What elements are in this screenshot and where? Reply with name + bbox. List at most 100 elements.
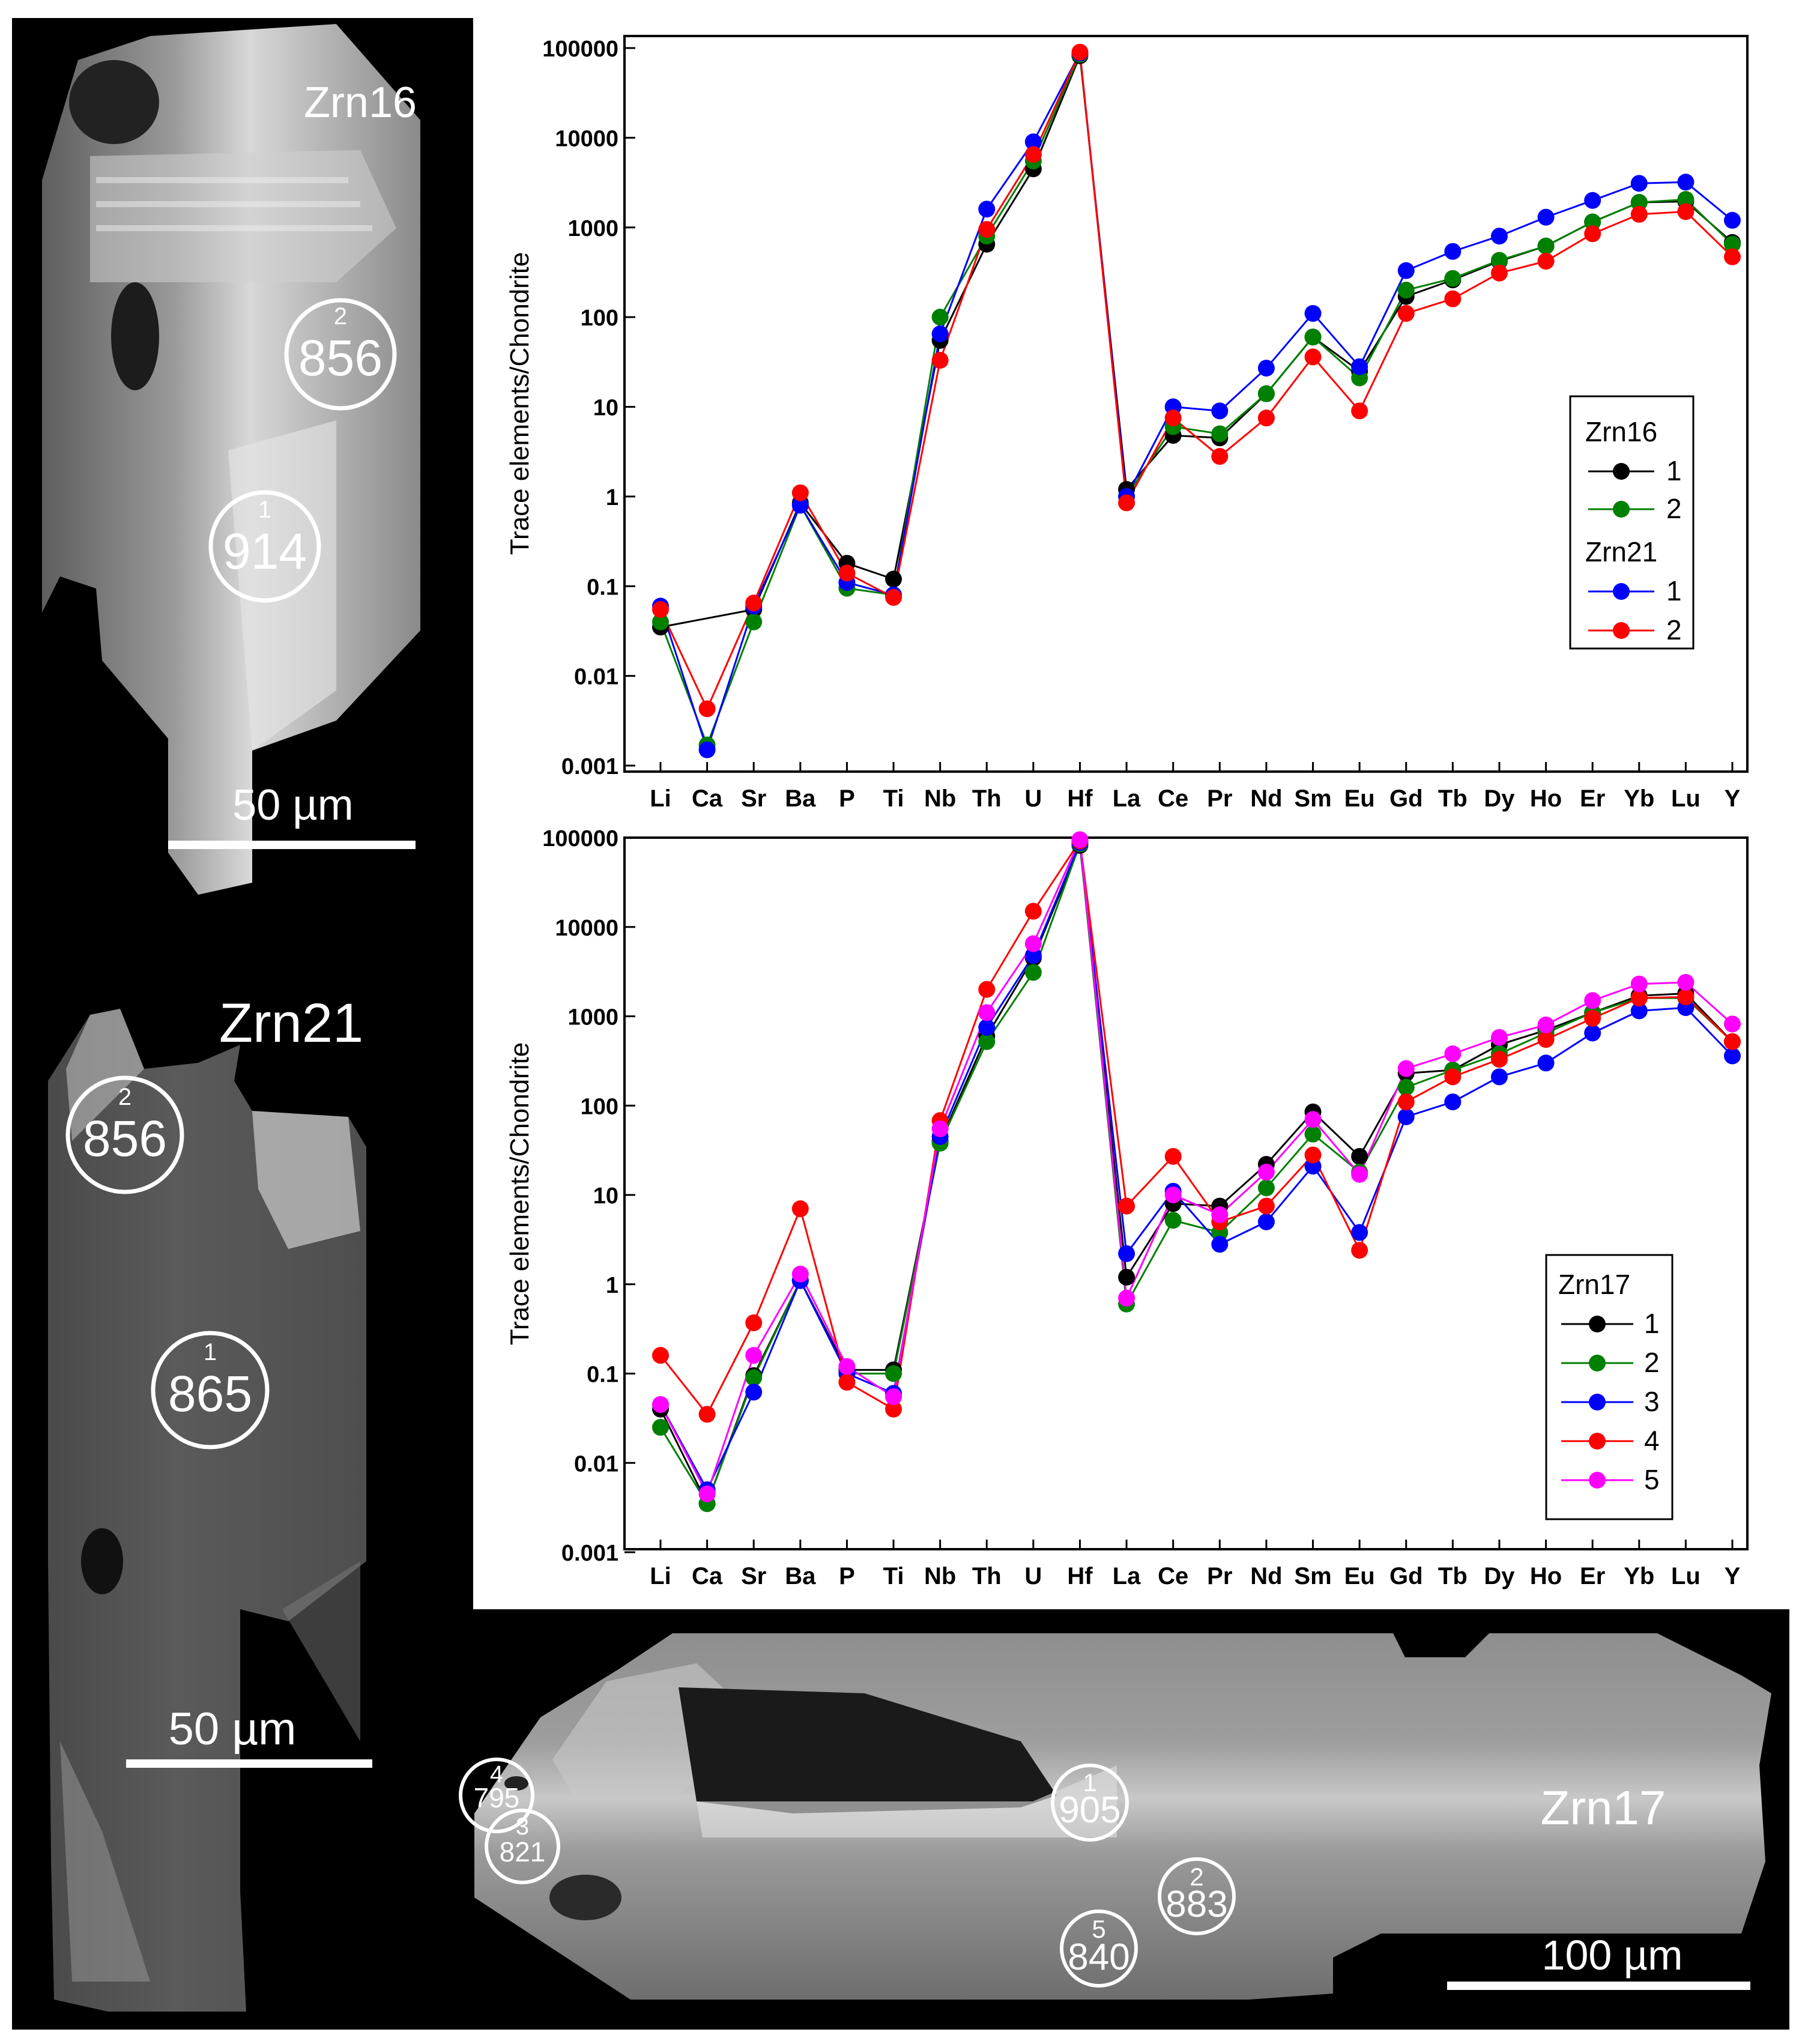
zrn16-spot-2: 2 856 xyxy=(284,298,397,411)
data-point xyxy=(1397,1108,1415,1125)
data-point xyxy=(931,1120,949,1137)
data-point xyxy=(1211,1206,1229,1223)
zrn17-spot-4: 4 795 xyxy=(459,1758,534,1833)
data-point xyxy=(1397,1093,1415,1111)
data-point xyxy=(1211,1236,1229,1253)
data-point xyxy=(931,309,949,326)
data-point xyxy=(652,1347,669,1364)
data-point xyxy=(1257,360,1275,377)
x-tick-label: Ti xyxy=(883,1563,904,1589)
x-tick-label: Er xyxy=(1580,785,1605,812)
data-point xyxy=(885,1388,902,1406)
y-tick-label: 10 xyxy=(593,396,618,421)
x-tick-label: Ho xyxy=(1530,1563,1562,1589)
data-point xyxy=(1490,264,1508,282)
chart-1-y-axis-label: Trace elements/Chondrite xyxy=(505,252,534,555)
data-point xyxy=(1071,831,1089,848)
data-point xyxy=(1677,191,1695,208)
data-point xyxy=(1164,1187,1182,1203)
legend-2-entry-4: 4 xyxy=(1561,1425,1660,1456)
x-tick-label: Ce xyxy=(1158,785,1188,812)
y-tick-label: 0.01 xyxy=(574,665,618,690)
x-tick-label: Gd xyxy=(1389,785,1423,812)
chart-2-legend: Zrn17 1 2 3 4 5 xyxy=(1545,1254,1673,1520)
chart-zrn16-zrn21: Trace elements/Chondrite 0.0010.010.1110… xyxy=(505,35,1749,812)
legend-2-group-zrn17: Zrn17 xyxy=(1558,1269,1630,1300)
x-tick-label: Ba xyxy=(785,785,816,812)
y-tick-label: 0.001 xyxy=(561,754,618,779)
data-point xyxy=(1351,402,1368,420)
data-point xyxy=(1537,1054,1555,1072)
data-point xyxy=(1724,235,1741,253)
data-point xyxy=(1630,1002,1648,1020)
zrn16-label: Zrn16 xyxy=(304,79,417,127)
x-tick-label: Ti xyxy=(883,785,904,812)
x-tick-label: Li xyxy=(650,785,671,812)
data-point xyxy=(745,594,763,612)
legend-1-group-zrn21: Zrn21 xyxy=(1585,536,1657,567)
y-tick-label: 100 xyxy=(581,306,618,331)
data-point xyxy=(1257,1179,1275,1197)
x-tick-label: U xyxy=(1024,1563,1042,1589)
data-point xyxy=(1257,385,1275,402)
zrn17-spot-4-num: 4 xyxy=(490,1761,503,1788)
x-tick-label: Hf xyxy=(1067,1563,1093,1589)
x-tick-label: Nb xyxy=(924,1563,956,1589)
zrn17-spot-3-num: 3 xyxy=(516,1813,529,1840)
data-point xyxy=(652,1396,669,1414)
zrn21-spot-1: 1 865 xyxy=(151,1331,270,1450)
data-point xyxy=(885,570,902,588)
x-tick-label: La xyxy=(1113,1563,1141,1589)
zrn17-spot-5-value: 840 xyxy=(1068,1937,1129,1978)
x-tick-label: Dy xyxy=(1484,1563,1515,1589)
zrn17-spot-2: 2 883 xyxy=(1158,1857,1236,1935)
zrn17-spot-2-num: 2 xyxy=(1190,1863,1203,1891)
data-point xyxy=(1584,225,1601,243)
legend-2-entry-3: 3 xyxy=(1561,1386,1660,1417)
data-point xyxy=(1024,146,1042,163)
data-point xyxy=(1397,282,1415,299)
data-point xyxy=(1444,1068,1462,1086)
data-point xyxy=(1444,1093,1462,1111)
zrn21-spot-1-num: 1 xyxy=(204,1339,217,1365)
zrn17-spot-3-value: 821 xyxy=(500,1836,546,1867)
data-point xyxy=(1490,1051,1508,1068)
data-point xyxy=(1444,290,1462,307)
x-tick-label: Li xyxy=(650,1563,671,1589)
data-point xyxy=(1677,973,1695,991)
x-tick-label: Eu xyxy=(1344,785,1375,812)
data-point xyxy=(1351,1224,1368,1241)
x-tick-label: P xyxy=(839,785,855,812)
x-tick-label: Ba xyxy=(785,1563,816,1589)
y-tick-label: 1000 xyxy=(567,1005,618,1030)
legend-1-entry-zrn16-2: 2 xyxy=(1588,493,1682,524)
data-point xyxy=(1024,947,1042,964)
chart-2-y-axis-label: Trace elements/Chondrite xyxy=(505,1042,534,1346)
x-tick-label: Lu xyxy=(1671,785,1701,812)
data-point xyxy=(698,1485,716,1502)
data-point xyxy=(1304,1111,1322,1128)
data-point xyxy=(652,601,669,618)
data-point xyxy=(1351,358,1368,375)
data-point xyxy=(791,497,809,514)
zrn17-spot-1: 1 905 xyxy=(1051,1764,1129,1842)
y-tick-label: 100000 xyxy=(542,826,618,851)
y-tick-label: 10000 xyxy=(555,126,618,151)
x-tick-label: Nd xyxy=(1250,785,1282,812)
zrn21-spot-2-value: 856 xyxy=(83,1110,167,1167)
legend-2-entry-5-label: 5 xyxy=(1644,1464,1660,1495)
data-point xyxy=(1677,203,1695,220)
zrn16-spot-1: 1 914 xyxy=(208,490,321,603)
data-point xyxy=(1351,1147,1368,1165)
data-point xyxy=(1584,992,1601,1009)
chart-1-legend: Zrn16 1 2 Zrn21 1 2 xyxy=(1569,395,1695,650)
zrn17-spot-4-value: 795 xyxy=(474,1782,520,1813)
x-tick-label: Tb xyxy=(1438,1563,1468,1589)
legend-1-entry-zrn16-1: 1 xyxy=(1588,455,1682,486)
data-point xyxy=(698,741,716,758)
x-tick-label: La xyxy=(1113,785,1141,812)
series-line-4 xyxy=(659,49,1734,711)
legend-1-entry-zrn16-2-label: 2 xyxy=(1666,493,1682,524)
data-point xyxy=(1397,1060,1415,1077)
data-point xyxy=(1351,1166,1368,1183)
